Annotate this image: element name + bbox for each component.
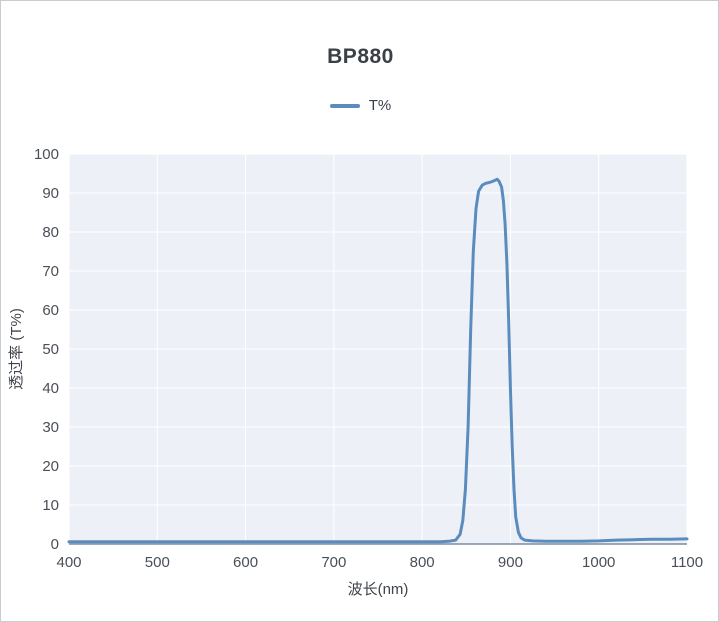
series-line-t-percent: [67, 177, 689, 544]
x-tick-label: 800: [410, 554, 435, 571]
x-tick-label: 500: [145, 554, 170, 571]
y-tick-label: 0: [51, 536, 59, 553]
y-tick-label: 90: [42, 185, 59, 202]
y-tick-label: 100: [34, 146, 59, 163]
x-tick-label: 1100: [671, 554, 703, 571]
x-tick-label: 700: [321, 554, 346, 571]
y-tick-label: 50: [42, 341, 59, 358]
legend-label: T%: [368, 97, 392, 114]
legend-item-t-percent[interactable]: T%: [1, 97, 718, 114]
y-tick-label: 10: [42, 497, 59, 514]
y-tick-label: 30: [42, 419, 59, 436]
y-tick-label: 80: [42, 224, 59, 241]
x-tick-label: 900: [498, 554, 523, 571]
x-tick-label: 1000: [582, 554, 615, 571]
y-tick-label: 40: [42, 380, 59, 397]
x-axis-title: 波长(nm): [348, 581, 409, 598]
legend-line-marker: [329, 103, 360, 108]
x-tick-label: 600: [233, 554, 258, 571]
y-tick-label: 60: [42, 302, 59, 319]
y-axis-title: 透过率 (T%): [8, 308, 25, 390]
x-tick-label: 400: [56, 554, 81, 571]
chart-title: BP880: [327, 45, 394, 68]
y-tick-label: 20: [42, 458, 59, 475]
y-tick-label: 70: [42, 263, 59, 280]
